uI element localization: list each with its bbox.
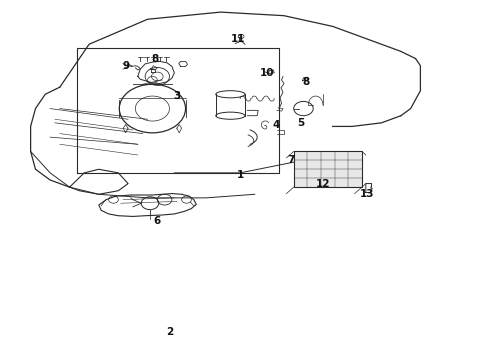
Text: 9: 9 [122, 61, 129, 71]
Text: 13: 13 [360, 189, 374, 199]
Text: 10: 10 [260, 68, 274, 78]
Text: 2: 2 [166, 327, 173, 337]
Bar [294, 152, 362, 187]
Text: 1: 1 [237, 170, 244, 180]
Text: 8: 8 [302, 77, 310, 87]
Text: 12: 12 [316, 179, 330, 189]
Text: 8: 8 [151, 54, 158, 64]
Text: 6: 6 [154, 216, 161, 226]
Text: 7: 7 [288, 156, 295, 165]
Text: 3: 3 [173, 91, 180, 101]
Text: 5: 5 [297, 118, 305, 128]
Text: 4: 4 [273, 120, 280, 130]
Text: 11: 11 [230, 34, 245, 44]
